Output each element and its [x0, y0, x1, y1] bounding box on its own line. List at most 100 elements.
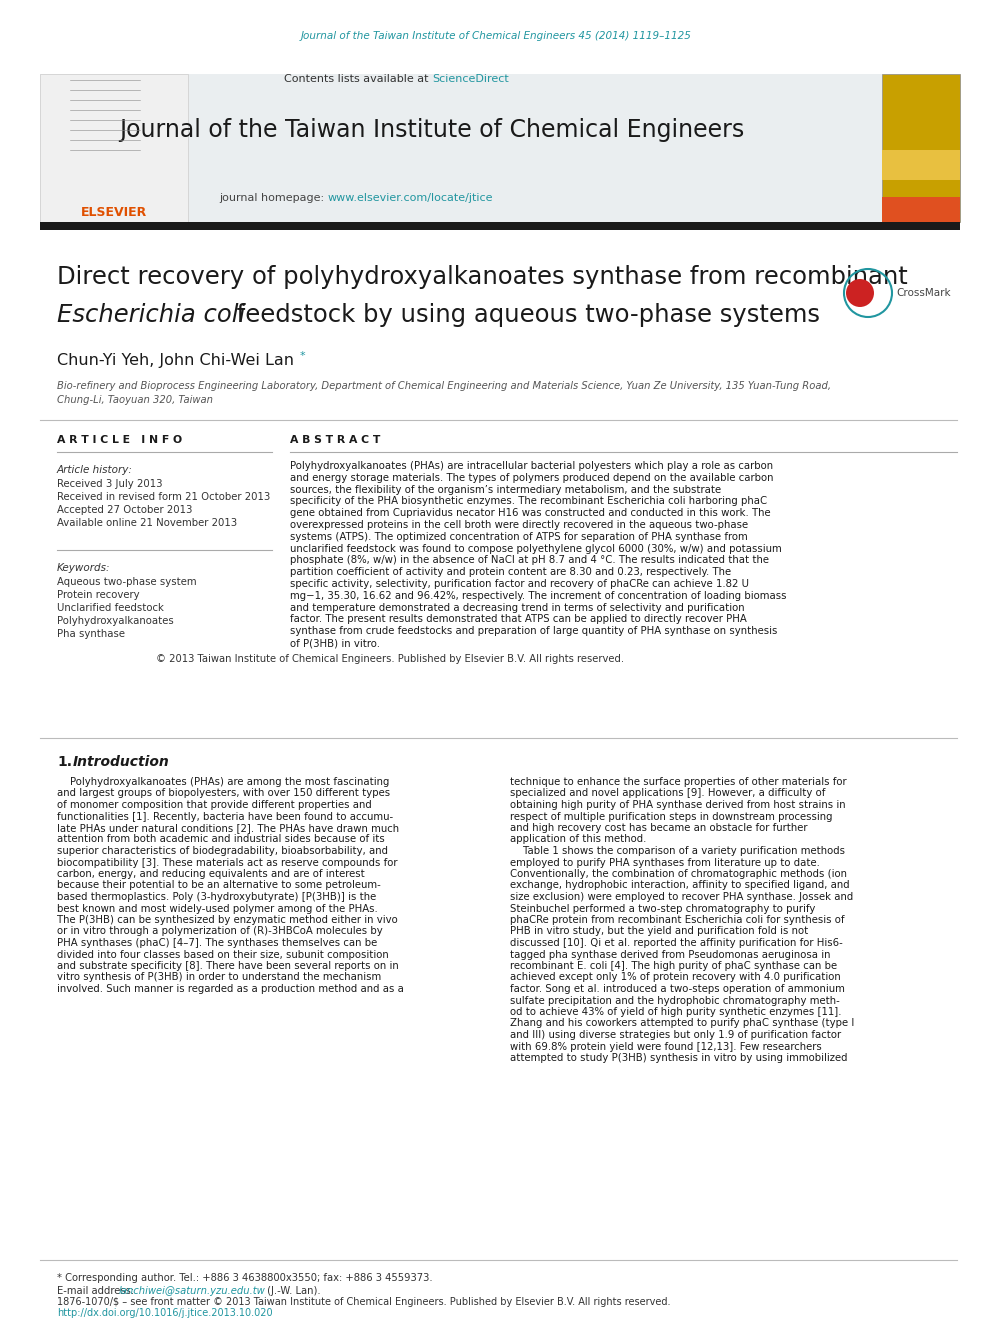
- Text: and temperature demonstrated a decreasing trend in terms of selectivity and puri: and temperature demonstrated a decreasin…: [290, 602, 745, 613]
- Text: Table 1 shows the comparison of a variety purification methods: Table 1 shows the comparison of a variet…: [510, 845, 845, 856]
- Text: mg−1, 35.30, 16.62 and 96.42%, respectively. The increment of concentration of l: mg−1, 35.30, 16.62 and 96.42%, respectiv…: [290, 591, 787, 601]
- Text: biocompatibility [3]. These materials act as reserve compounds for: biocompatibility [3]. These materials ac…: [57, 857, 398, 868]
- Text: recombinant E. coli [4]. The high purity of phaC synthase can be: recombinant E. coli [4]. The high purity…: [510, 960, 837, 971]
- Text: achieved except only 1% of protein recovery with 4.0 purification: achieved except only 1% of protein recov…: [510, 972, 841, 983]
- Text: Steinbuchel performed a two-step chromatography to purify: Steinbuchel performed a two-step chromat…: [510, 904, 815, 913]
- Bar: [40, 74, 882, 222]
- Text: 1.: 1.: [57, 755, 72, 769]
- Text: PHA synthases (phaC) [4–7]. The synthases themselves can be: PHA synthases (phaC) [4–7]. The synthase…: [57, 938, 377, 949]
- Circle shape: [846, 279, 874, 307]
- Bar: [40, 222, 960, 230]
- Text: exchange, hydrophobic interaction, affinity to specified ligand, and: exchange, hydrophobic interaction, affin…: [510, 881, 849, 890]
- Bar: [882, 197, 960, 222]
- Text: synthase from crude feedstocks and preparation of large quantity of PHA synthase: synthase from crude feedstocks and prepa…: [290, 626, 778, 636]
- Text: and substrate specificity [8]. There have been several reports on in: and substrate specificity [8]. There hav…: [57, 960, 399, 971]
- Text: systems (ATPS). The optimized concentration of ATPS for separation of PHA syntha: systems (ATPS). The optimized concentrat…: [290, 532, 748, 542]
- Text: functionalities [1]. Recently, bacteria have been found to accumu-: functionalities [1]. Recently, bacteria …: [57, 811, 393, 822]
- Text: specificity of the PHA biosynthetic enzymes. The recombinant Escherichia coli ha: specificity of the PHA biosynthetic enzy…: [290, 496, 767, 507]
- Text: Polyhydroxyalkanoates (PHAs) are intracellular bacterial polyesters which play a: Polyhydroxyalkanoates (PHAs) are intrace…: [290, 460, 773, 471]
- Bar: [40, 74, 188, 222]
- Text: Article history:: Article history:: [57, 464, 133, 475]
- Text: Accepted 27 October 2013: Accepted 27 October 2013: [57, 505, 192, 515]
- Text: Zhang and his coworkers attempted to purify phaC synthase (type I: Zhang and his coworkers attempted to pur…: [510, 1019, 854, 1028]
- Text: 1876-1070/$ – see front matter © 2013 Taiwan Institute of Chemical Engineers. Pu: 1876-1070/$ – see front matter © 2013 Ta…: [57, 1297, 671, 1307]
- Text: Available online 21 November 2013: Available online 21 November 2013: [57, 519, 237, 528]
- Text: ELSEVIER: ELSEVIER: [81, 206, 147, 220]
- Text: because their potential to be an alternative to some petroleum-: because their potential to be an alterna…: [57, 881, 381, 890]
- Text: employed to purify PHA synthases from literature up to date.: employed to purify PHA synthases from li…: [510, 857, 819, 868]
- Text: phosphate (8%, w/w) in the absence of NaCl at pH 8.7 and 4 °C. The results indic: phosphate (8%, w/w) in the absence of Na…: [290, 556, 769, 565]
- Text: factor. The present results demonstrated that ATPS can be applied to directly re: factor. The present results demonstrated…: [290, 614, 747, 624]
- Text: tagged pha synthase derived from Pseudomonas aeruginosa in: tagged pha synthase derived from Pseudom…: [510, 950, 830, 959]
- Text: obtaining high purity of PHA synthase derived from host strains in: obtaining high purity of PHA synthase de…: [510, 800, 845, 810]
- Text: lanchiwei@saturn.yzu.edu.tw: lanchiwei@saturn.yzu.edu.tw: [119, 1286, 266, 1297]
- Text: Chung-Li, Taoyuan 320, Taiwan: Chung-Li, Taoyuan 320, Taiwan: [57, 396, 213, 405]
- Text: Escherichia coli: Escherichia coli: [57, 303, 245, 327]
- Text: late PHAs under natural conditions [2]. The PHAs have drawn much: late PHAs under natural conditions [2]. …: [57, 823, 399, 833]
- Text: Journal of the Taiwan Institute of Chemical Engineers: Journal of the Taiwan Institute of Chemi…: [119, 118, 745, 142]
- Text: sulfate precipitation and the hydrophobic chromatography meth-: sulfate precipitation and the hydrophobi…: [510, 995, 840, 1005]
- Text: of P(3HB) in vitro.: of P(3HB) in vitro.: [290, 638, 380, 648]
- Text: Chun-Yi Yeh, John Chi-Wei Lan: Chun-Yi Yeh, John Chi-Wei Lan: [57, 352, 294, 368]
- Text: od to achieve 43% of yield of high purity synthetic enzymes [11].: od to achieve 43% of yield of high purit…: [510, 1007, 841, 1017]
- Text: unclarified feedstock was found to compose polyethylene glycol 6000 (30%, w/w) a: unclarified feedstock was found to compo…: [290, 544, 782, 553]
- Text: * Corresponding author. Tel.: +886 3 4638800x3550; fax: +886 3 4559373.: * Corresponding author. Tel.: +886 3 463…: [57, 1273, 433, 1283]
- Text: attempted to study P(3HB) synthesis in vitro by using immobilized: attempted to study P(3HB) synthesis in v…: [510, 1053, 847, 1062]
- Bar: [882, 149, 960, 180]
- Text: and largest groups of biopolyesters, with over 150 different types: and largest groups of biopolyesters, wit…: [57, 789, 390, 799]
- Text: Bio-refinery and Bioprocess Engineering Laboratory, Department of Chemical Engin: Bio-refinery and Bioprocess Engineering …: [57, 381, 831, 392]
- Text: A R T I C L E   I N F O: A R T I C L E I N F O: [57, 435, 183, 445]
- Text: and III) using diverse strategies but only 1.9 of purification factor: and III) using diverse strategies but on…: [510, 1031, 841, 1040]
- Text: superior characteristics of biodegradability, bioabsorbability, and: superior characteristics of biodegradabi…: [57, 845, 388, 856]
- Text: Pha synthase: Pha synthase: [57, 628, 125, 639]
- Text: and high recovery cost has became an obstacle for further: and high recovery cost has became an obs…: [510, 823, 807, 833]
- Bar: [882, 74, 960, 222]
- Text: CrossMark: CrossMark: [896, 288, 950, 298]
- Text: (J.-W. Lan).: (J.-W. Lan).: [264, 1286, 320, 1297]
- Text: application of this method.: application of this method.: [510, 835, 647, 844]
- Text: vitro synthesis of P(3HB) in order to understand the mechanism: vitro synthesis of P(3HB) in order to un…: [57, 972, 381, 983]
- Text: size exclusion) were employed to recover PHA synthase. Jossek and: size exclusion) were employed to recover…: [510, 892, 853, 902]
- Text: divided into four classes based on their size, subunit composition: divided into four classes based on their…: [57, 950, 389, 959]
- Text: or in vitro through a polymerization of (R)-3HBCoA molecules by: or in vitro through a polymerization of …: [57, 926, 383, 937]
- Text: ScienceDirect: ScienceDirect: [432, 74, 509, 83]
- Text: The P(3HB) can be synthesized by enzymatic method either in vivo: The P(3HB) can be synthesized by enzymat…: [57, 916, 398, 925]
- Text: Polyhydroxyalkanoates (PHAs) are among the most fascinating: Polyhydroxyalkanoates (PHAs) are among t…: [57, 777, 390, 787]
- Text: Aqueous two-phase system: Aqueous two-phase system: [57, 577, 196, 587]
- Text: specific activity, selectivity, purification factor and recovery of phaCRe can a: specific activity, selectivity, purifica…: [290, 579, 749, 589]
- Text: http://dx.doi.org/10.1016/j.jtice.2013.10.020: http://dx.doi.org/10.1016/j.jtice.2013.1…: [57, 1308, 273, 1318]
- Text: of monomer composition that provide different properties and: of monomer composition that provide diff…: [57, 800, 372, 810]
- Text: with 69.8% protein yield were found [12,13]. Few researchers: with 69.8% protein yield were found [12,…: [510, 1041, 821, 1052]
- Text: technique to enhance the surface properties of other materials for: technique to enhance the surface propert…: [510, 777, 846, 787]
- Text: Introduction: Introduction: [73, 755, 170, 769]
- Text: Conventionally, the combination of chromatographic methods (ion: Conventionally, the combination of chrom…: [510, 869, 847, 878]
- Text: Journal of the Taiwan Institute of Chemical Engineers 45 (2014) 1119–1125: Journal of the Taiwan Institute of Chemi…: [301, 30, 691, 41]
- Text: partition coefficient of activity and protein content are 8.30 and 0.23, respect: partition coefficient of activity and pr…: [290, 568, 731, 577]
- Text: phaCRe protein from recombinant Escherichia coli for synthesis of: phaCRe protein from recombinant Escheric…: [510, 916, 844, 925]
- Text: gene obtained from Cupriavidus necator H16 was constructed and conducted in this: gene obtained from Cupriavidus necator H…: [290, 508, 771, 519]
- Text: factor. Song et al. introduced a two-steps operation of ammonium: factor. Song et al. introduced a two-ste…: [510, 984, 845, 994]
- Text: Protein recovery: Protein recovery: [57, 590, 140, 601]
- Text: overexpressed proteins in the cell broth were directly recovered in the aqueous : overexpressed proteins in the cell broth…: [290, 520, 748, 531]
- Text: sources, the flexibility of the organism’s intermediary metabolism, and the subs: sources, the flexibility of the organism…: [290, 484, 721, 495]
- Text: Unclarified feedstock: Unclarified feedstock: [57, 603, 164, 613]
- Text: based thermoplastics. Poly (3-hydroxybutyrate) [P(3HB)] is the: based thermoplastics. Poly (3-hydroxybut…: [57, 892, 376, 902]
- Text: journal homepage:: journal homepage:: [219, 193, 328, 202]
- Text: Received 3 July 2013: Received 3 July 2013: [57, 479, 163, 490]
- Text: © 2013 Taiwan Institute of Chemical Engineers. Published by Elsevier B.V. All ri: © 2013 Taiwan Institute of Chemical Engi…: [156, 654, 624, 664]
- Text: attention from both academic and industrial sides because of its: attention from both academic and industr…: [57, 835, 385, 844]
- Text: PHB in vitro study, but the yield and purification fold is not: PHB in vitro study, but the yield and pu…: [510, 926, 808, 937]
- Text: Keywords:: Keywords:: [57, 564, 110, 573]
- Text: respect of multiple purification steps in downstream processing: respect of multiple purification steps i…: [510, 811, 832, 822]
- Text: *: *: [300, 351, 306, 361]
- Text: and energy storage materials. The types of polymers produced depend on the avail: and energy storage materials. The types …: [290, 472, 774, 483]
- Text: specialized and novel applications [9]. However, a difficulty of: specialized and novel applications [9]. …: [510, 789, 825, 799]
- Text: A B S T R A C T: A B S T R A C T: [290, 435, 380, 445]
- Text: discussed [10]. Qi et al. reported the affinity purification for His6-: discussed [10]. Qi et al. reported the a…: [510, 938, 843, 949]
- Text: Contents lists available at: Contents lists available at: [284, 74, 432, 83]
- Text: involved. Such manner is regarded as a production method and as a: involved. Such manner is regarded as a p…: [57, 984, 404, 994]
- Text: Direct recovery of polyhydroxyalkanoates synthase from recombinant: Direct recovery of polyhydroxyalkanoates…: [57, 265, 908, 288]
- Text: www.elsevier.com/locate/jtice: www.elsevier.com/locate/jtice: [328, 193, 493, 202]
- Text: feedstock by using aqueous two-phase systems: feedstock by using aqueous two-phase sys…: [229, 303, 820, 327]
- Text: best known and most widely-used polymer among of the PHAs.: best known and most widely-used polymer …: [57, 904, 378, 913]
